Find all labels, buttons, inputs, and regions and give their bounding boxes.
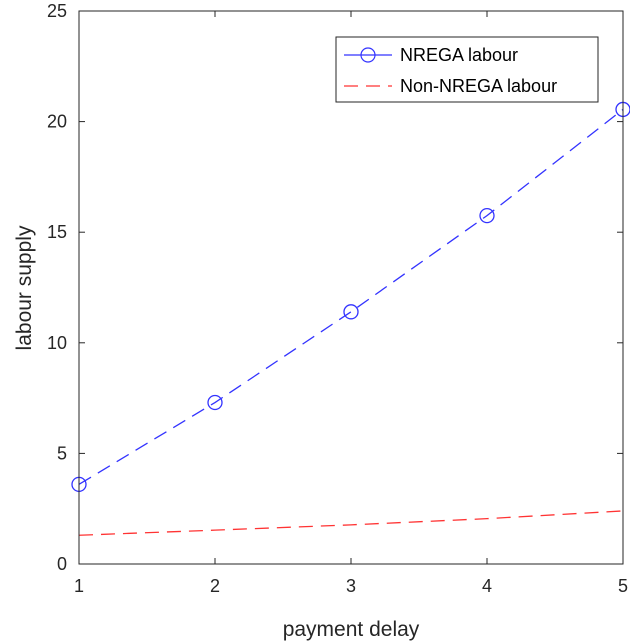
data-point-nrega — [479, 207, 495, 224]
plot-area — [79, 11, 623, 564]
y-tick-label: 5 — [57, 443, 67, 463]
y-tick-label: 15 — [47, 222, 67, 242]
x-tick-label: 2 — [210, 576, 220, 596]
x-tick-label: 3 — [346, 576, 356, 596]
plot-frame — [78, 10, 624, 565]
data-point-nrega — [343, 304, 359, 320]
y-tick-label: 10 — [47, 333, 67, 353]
legend-marker-nrega — [360, 47, 376, 63]
legend-label-non-nrega: Non-NREGA labour — [400, 76, 557, 96]
legend-box — [335, 36, 599, 103]
series-line-non-nrega — [78, 510, 624, 536]
plot-background — [79, 11, 623, 564]
y-tick-label: 20 — [47, 112, 67, 132]
x-tick-label: 4 — [482, 576, 492, 596]
legend-label-nrega: NREGA labour — [400, 45, 518, 65]
legend: NREGA labour Non-NREGA labour — [335, 36, 599, 103]
x-tick-label: 5 — [618, 576, 628, 596]
y-axis-label: labour supply — [13, 225, 36, 350]
y-tick-label: 25 — [47, 1, 67, 21]
x-tick-label: 1 — [74, 576, 84, 596]
data-point-nrega — [207, 394, 223, 411]
x-axis-label: payment delay — [283, 618, 420, 641]
y-tick-label: 0 — [57, 554, 67, 574]
